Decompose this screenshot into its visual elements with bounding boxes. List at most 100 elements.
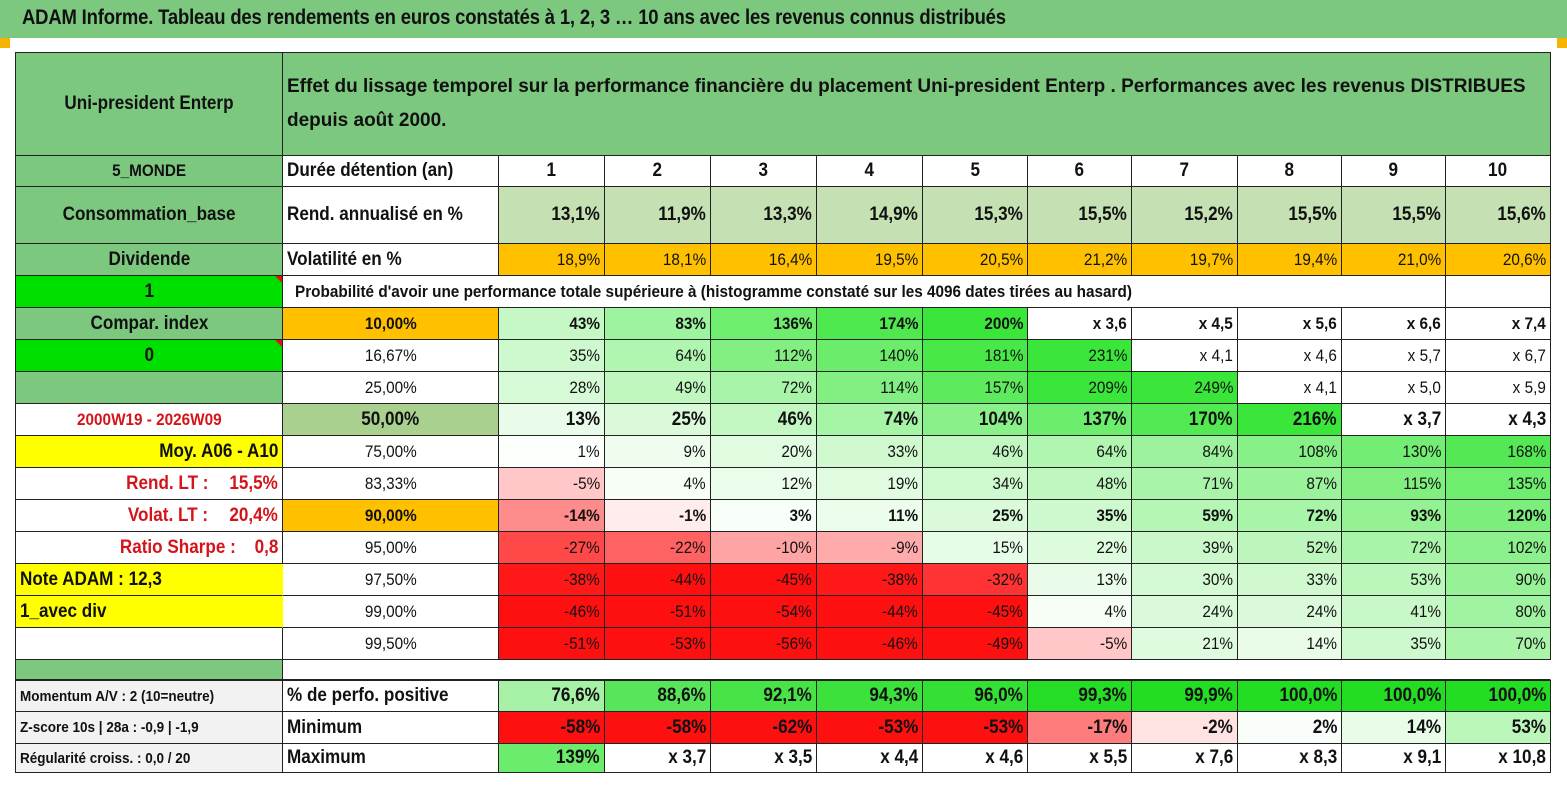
positive-perf-cell: 88,6% bbox=[605, 680, 711, 712]
performance-cell: 174% bbox=[817, 308, 923, 340]
volatility-cell: 20,5% bbox=[923, 244, 1028, 276]
volat-lt: Volat. LT : 20,4% bbox=[15, 500, 283, 532]
flag-cell: 1 bbox=[15, 276, 283, 308]
div-mode-text: 1_avec div bbox=[20, 600, 107, 622]
performance-cell-text: 24% bbox=[1202, 601, 1233, 621]
maximum-cell-text: x 9,1 bbox=[1402, 747, 1441, 768]
maximum-cell-text: x 8,3 bbox=[1298, 747, 1337, 768]
performance-cell: 209% bbox=[1028, 372, 1132, 404]
spacer-cell bbox=[283, 660, 1551, 680]
performance-cell-text: -5% bbox=[572, 473, 600, 493]
performance-cell-text: 108% bbox=[1297, 441, 1337, 461]
performance-cell-text: x 4,1 bbox=[1199, 345, 1233, 365]
volatility-cell-text: 19,5% bbox=[874, 249, 918, 269]
annual-return-cell-text: 15,5% bbox=[1078, 204, 1127, 225]
positive-perf-cell-text: 99,3% bbox=[1078, 685, 1127, 706]
performance-cell: 13% bbox=[499, 404, 605, 436]
performance-cell-text: 30% bbox=[1202, 569, 1233, 589]
threshold-label: 10,00% bbox=[283, 308, 499, 340]
performance-cell-text: -51% bbox=[670, 601, 706, 621]
performance-cell-text: -44% bbox=[882, 601, 918, 621]
performance-cell-text: 15% bbox=[992, 537, 1023, 557]
volatility-cell: 19,7% bbox=[1132, 244, 1238, 276]
performance-cell: 15% bbox=[923, 532, 1028, 564]
year-header-text: 4 bbox=[864, 160, 875, 181]
performance-cell-text: 35% bbox=[1410, 633, 1441, 653]
performance-cell: 4% bbox=[1028, 596, 1132, 628]
performance-cell-text: 4% bbox=[683, 473, 706, 493]
performance-cell-text: 53% bbox=[1410, 569, 1441, 589]
annual-return-cell: 13,3% bbox=[711, 187, 817, 244]
minimum-cell: -58% bbox=[605, 712, 711, 744]
moy-label-text: Moy. A06 - A10 bbox=[158, 440, 278, 462]
positive-perf-cell: 94,3% bbox=[817, 680, 923, 712]
volat-lt-value: 20,4% bbox=[229, 504, 278, 526]
performance-cell-text: 216% bbox=[1293, 408, 1337, 430]
sector-label: Consommation_base bbox=[15, 187, 283, 244]
performance-cell-text: -46% bbox=[564, 601, 600, 621]
volatility-cell: 21,2% bbox=[1028, 244, 1132, 276]
performance-cell: 83% bbox=[605, 308, 711, 340]
performance-cell-text: 231% bbox=[1087, 345, 1127, 365]
adam-note: Note ADAM : 12,3 bbox=[15, 564, 283, 596]
momentum-label: Momentum A/V : 2 (10=neutre) bbox=[15, 680, 283, 712]
positive-perf-cell-text: 99,9% bbox=[1184, 685, 1233, 706]
performance-cell: -56% bbox=[711, 628, 817, 660]
performance-cell-text: x 6,6 bbox=[1406, 313, 1441, 333]
performance-cell-text: -5% bbox=[1099, 633, 1127, 653]
performance-cell: 24% bbox=[1132, 596, 1238, 628]
maximum-cell: x 3,5 bbox=[711, 744, 817, 773]
performance-cell: -46% bbox=[499, 596, 605, 628]
performance-cell-text: 209% bbox=[1087, 377, 1127, 397]
maximum-cell: 139% bbox=[499, 744, 605, 773]
fund-name-text: Uni-president Enterp bbox=[64, 93, 234, 114]
performance-cell-text: 80% bbox=[1515, 601, 1546, 621]
performance-cell-text: 20% bbox=[781, 441, 812, 461]
performance-cell: 114% bbox=[817, 372, 923, 404]
performance-cell: -51% bbox=[499, 628, 605, 660]
performance-cell: 74% bbox=[817, 404, 923, 436]
performance-cell-text: 46% bbox=[992, 441, 1023, 461]
performance-cell: -44% bbox=[605, 564, 711, 596]
performance-cell: 87% bbox=[1238, 468, 1342, 500]
performance-cell-text: 200% bbox=[983, 313, 1023, 333]
performance-cell: -5% bbox=[499, 468, 605, 500]
performance-cell: 168% bbox=[1446, 436, 1551, 468]
volatility-cell: 20,6% bbox=[1446, 244, 1551, 276]
annual-return-cell: 11,9% bbox=[605, 187, 711, 244]
performance-cell-text: -1% bbox=[678, 505, 706, 525]
performance-cell: x 4,5 bbox=[1132, 308, 1238, 340]
volatility-cell: 19,5% bbox=[817, 244, 923, 276]
year-header-text: 9 bbox=[1388, 160, 1399, 181]
positive-perf-cell: 99,3% bbox=[1028, 680, 1132, 712]
performance-cell-text: 136% bbox=[772, 313, 812, 333]
performance-cell: -14% bbox=[499, 500, 605, 532]
performance-cell: 216% bbox=[1238, 404, 1342, 436]
performance-cell-text: 135% bbox=[1506, 473, 1546, 493]
performance-cell: -9% bbox=[817, 532, 923, 564]
positive-perf-label: % de perfo. positive bbox=[283, 680, 499, 712]
performance-cell-text: 34% bbox=[992, 473, 1023, 493]
performance-cell: 39% bbox=[1132, 532, 1238, 564]
performance-cell: 140% bbox=[817, 340, 923, 372]
annual-return-cell: 15,5% bbox=[1342, 187, 1446, 244]
threshold-label-text: 50,00% bbox=[361, 408, 420, 430]
maximum-cell: x 9,1 bbox=[1342, 744, 1446, 773]
annual-return-cell-text: 15,2% bbox=[1184, 204, 1233, 225]
performance-cell-text: 14% bbox=[1306, 633, 1337, 653]
period-label: 2000W19 - 2026W09 bbox=[15, 404, 283, 436]
maximum-cell-text: x 7,6 bbox=[1194, 747, 1233, 768]
performance-cell-text: -32% bbox=[987, 569, 1023, 589]
performance-cell-text: x 5,9 bbox=[1512, 377, 1546, 397]
performance-cell-text: -46% bbox=[882, 633, 918, 653]
performance-cell-text: 3% bbox=[789, 505, 812, 525]
performance-cell-text: 59% bbox=[1202, 505, 1233, 525]
year-header: 1 bbox=[499, 156, 605, 187]
performance-cell-text: 140% bbox=[878, 345, 918, 365]
performance-cell: -22% bbox=[605, 532, 711, 564]
performance-cell: 14% bbox=[1238, 628, 1342, 660]
volatility-cell-text: 18,9% bbox=[556, 249, 600, 269]
vol-label-text: Volatilité en % bbox=[287, 248, 402, 270]
performance-cell-text: x 5,0 bbox=[1407, 377, 1441, 397]
regularite-label: Régularité croiss. : 0,0 / 20 bbox=[15, 744, 283, 773]
